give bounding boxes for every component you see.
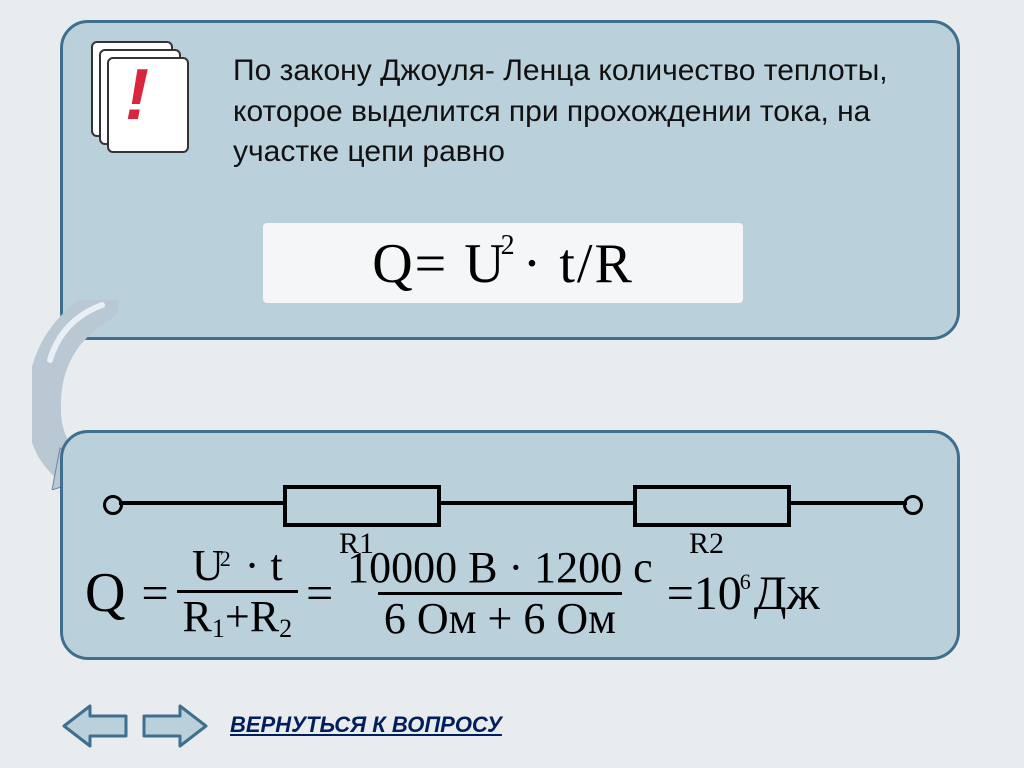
back-to-question-link[interactable]: ВЕРНУТЬСЯ К ВОПРОСУ xyxy=(230,712,502,738)
circuit-node-right xyxy=(903,495,923,515)
circuit-diagram: R1 R2 xyxy=(103,471,923,531)
circuit-wire xyxy=(787,501,907,505)
solution-card: R1 R2 Q = U2 · t R1+R2 = 10000 В · 1200 … xyxy=(60,430,960,660)
circuit-node-left xyxy=(103,495,123,515)
calc-result: =106Дж xyxy=(667,566,820,621)
formula-rest: · t/R xyxy=(523,233,634,295)
formula-q: Q= xyxy=(372,233,448,295)
law-card: ! По закону Джоуля- Ленца количество теп… xyxy=(60,20,960,340)
calc-q: Q xyxy=(85,561,125,625)
nav-prev-icon[interactable] xyxy=(60,700,130,752)
main-formula: Q= U2· t/R xyxy=(263,223,743,303)
resistor-r2 xyxy=(633,485,791,527)
law-text: По закону Джоуля- Ленца количество тепло… xyxy=(233,51,933,173)
exclaim-mark: ! xyxy=(125,59,149,131)
calculation-formula: Q = U2 · t R1+R2 = 10000 В · 1200 с 6 Ом… xyxy=(85,543,945,643)
calc-eq: = xyxy=(141,566,168,621)
formula-sq: 2 xyxy=(501,230,517,261)
nav-next-icon[interactable] xyxy=(140,700,210,752)
frac-symbolic: U2 · t R1+R2 xyxy=(177,544,299,642)
resistor-r1 xyxy=(283,485,441,527)
calc-eq: = xyxy=(306,566,333,621)
circuit-wire xyxy=(119,501,283,505)
frac-numeric: 10000 В · 1200 с 6 Ом + 6 Ом xyxy=(341,546,659,641)
circuit-wire xyxy=(437,501,633,505)
note-icon: ! xyxy=(91,41,191,161)
